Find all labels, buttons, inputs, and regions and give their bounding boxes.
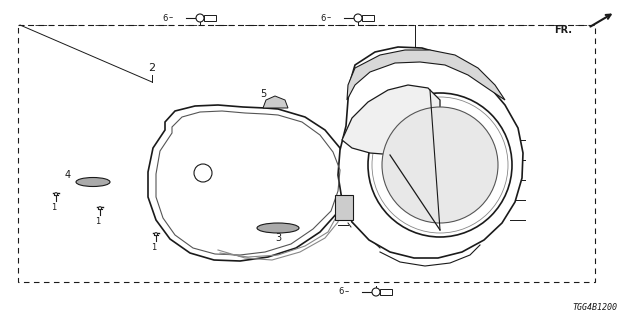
Text: –: –: [327, 13, 331, 22]
Polygon shape: [338, 47, 523, 258]
Circle shape: [196, 14, 204, 22]
Text: 4: 4: [65, 170, 71, 180]
Polygon shape: [148, 105, 347, 261]
Circle shape: [54, 193, 58, 196]
Text: –: –: [345, 287, 349, 297]
Text: 1: 1: [51, 203, 56, 212]
Bar: [380, 289, 392, 295]
Circle shape: [368, 93, 512, 237]
Circle shape: [372, 288, 380, 296]
Text: FR.: FR.: [554, 25, 572, 35]
Text: 6: 6: [321, 13, 326, 22]
Bar: [335, 195, 353, 220]
Circle shape: [194, 164, 212, 182]
Polygon shape: [347, 50, 505, 100]
Circle shape: [354, 14, 362, 22]
Circle shape: [382, 107, 498, 223]
Polygon shape: [342, 85, 440, 155]
Bar: [204, 15, 216, 21]
Text: 3: 3: [275, 233, 281, 243]
Text: 2: 2: [148, 63, 156, 73]
Bar: [362, 15, 374, 21]
Text: 6: 6: [339, 287, 344, 297]
Text: 1: 1: [152, 243, 157, 252]
Text: 1: 1: [95, 217, 100, 226]
Ellipse shape: [76, 178, 110, 187]
Polygon shape: [263, 96, 288, 108]
Circle shape: [154, 233, 157, 236]
Text: TGG4B1200: TGG4B1200: [572, 303, 617, 313]
Text: 5: 5: [260, 89, 266, 99]
Text: –: –: [169, 13, 173, 22]
Bar: [18, 25, 595, 282]
Text: 6: 6: [163, 13, 168, 22]
Circle shape: [99, 207, 102, 210]
Ellipse shape: [257, 223, 299, 233]
